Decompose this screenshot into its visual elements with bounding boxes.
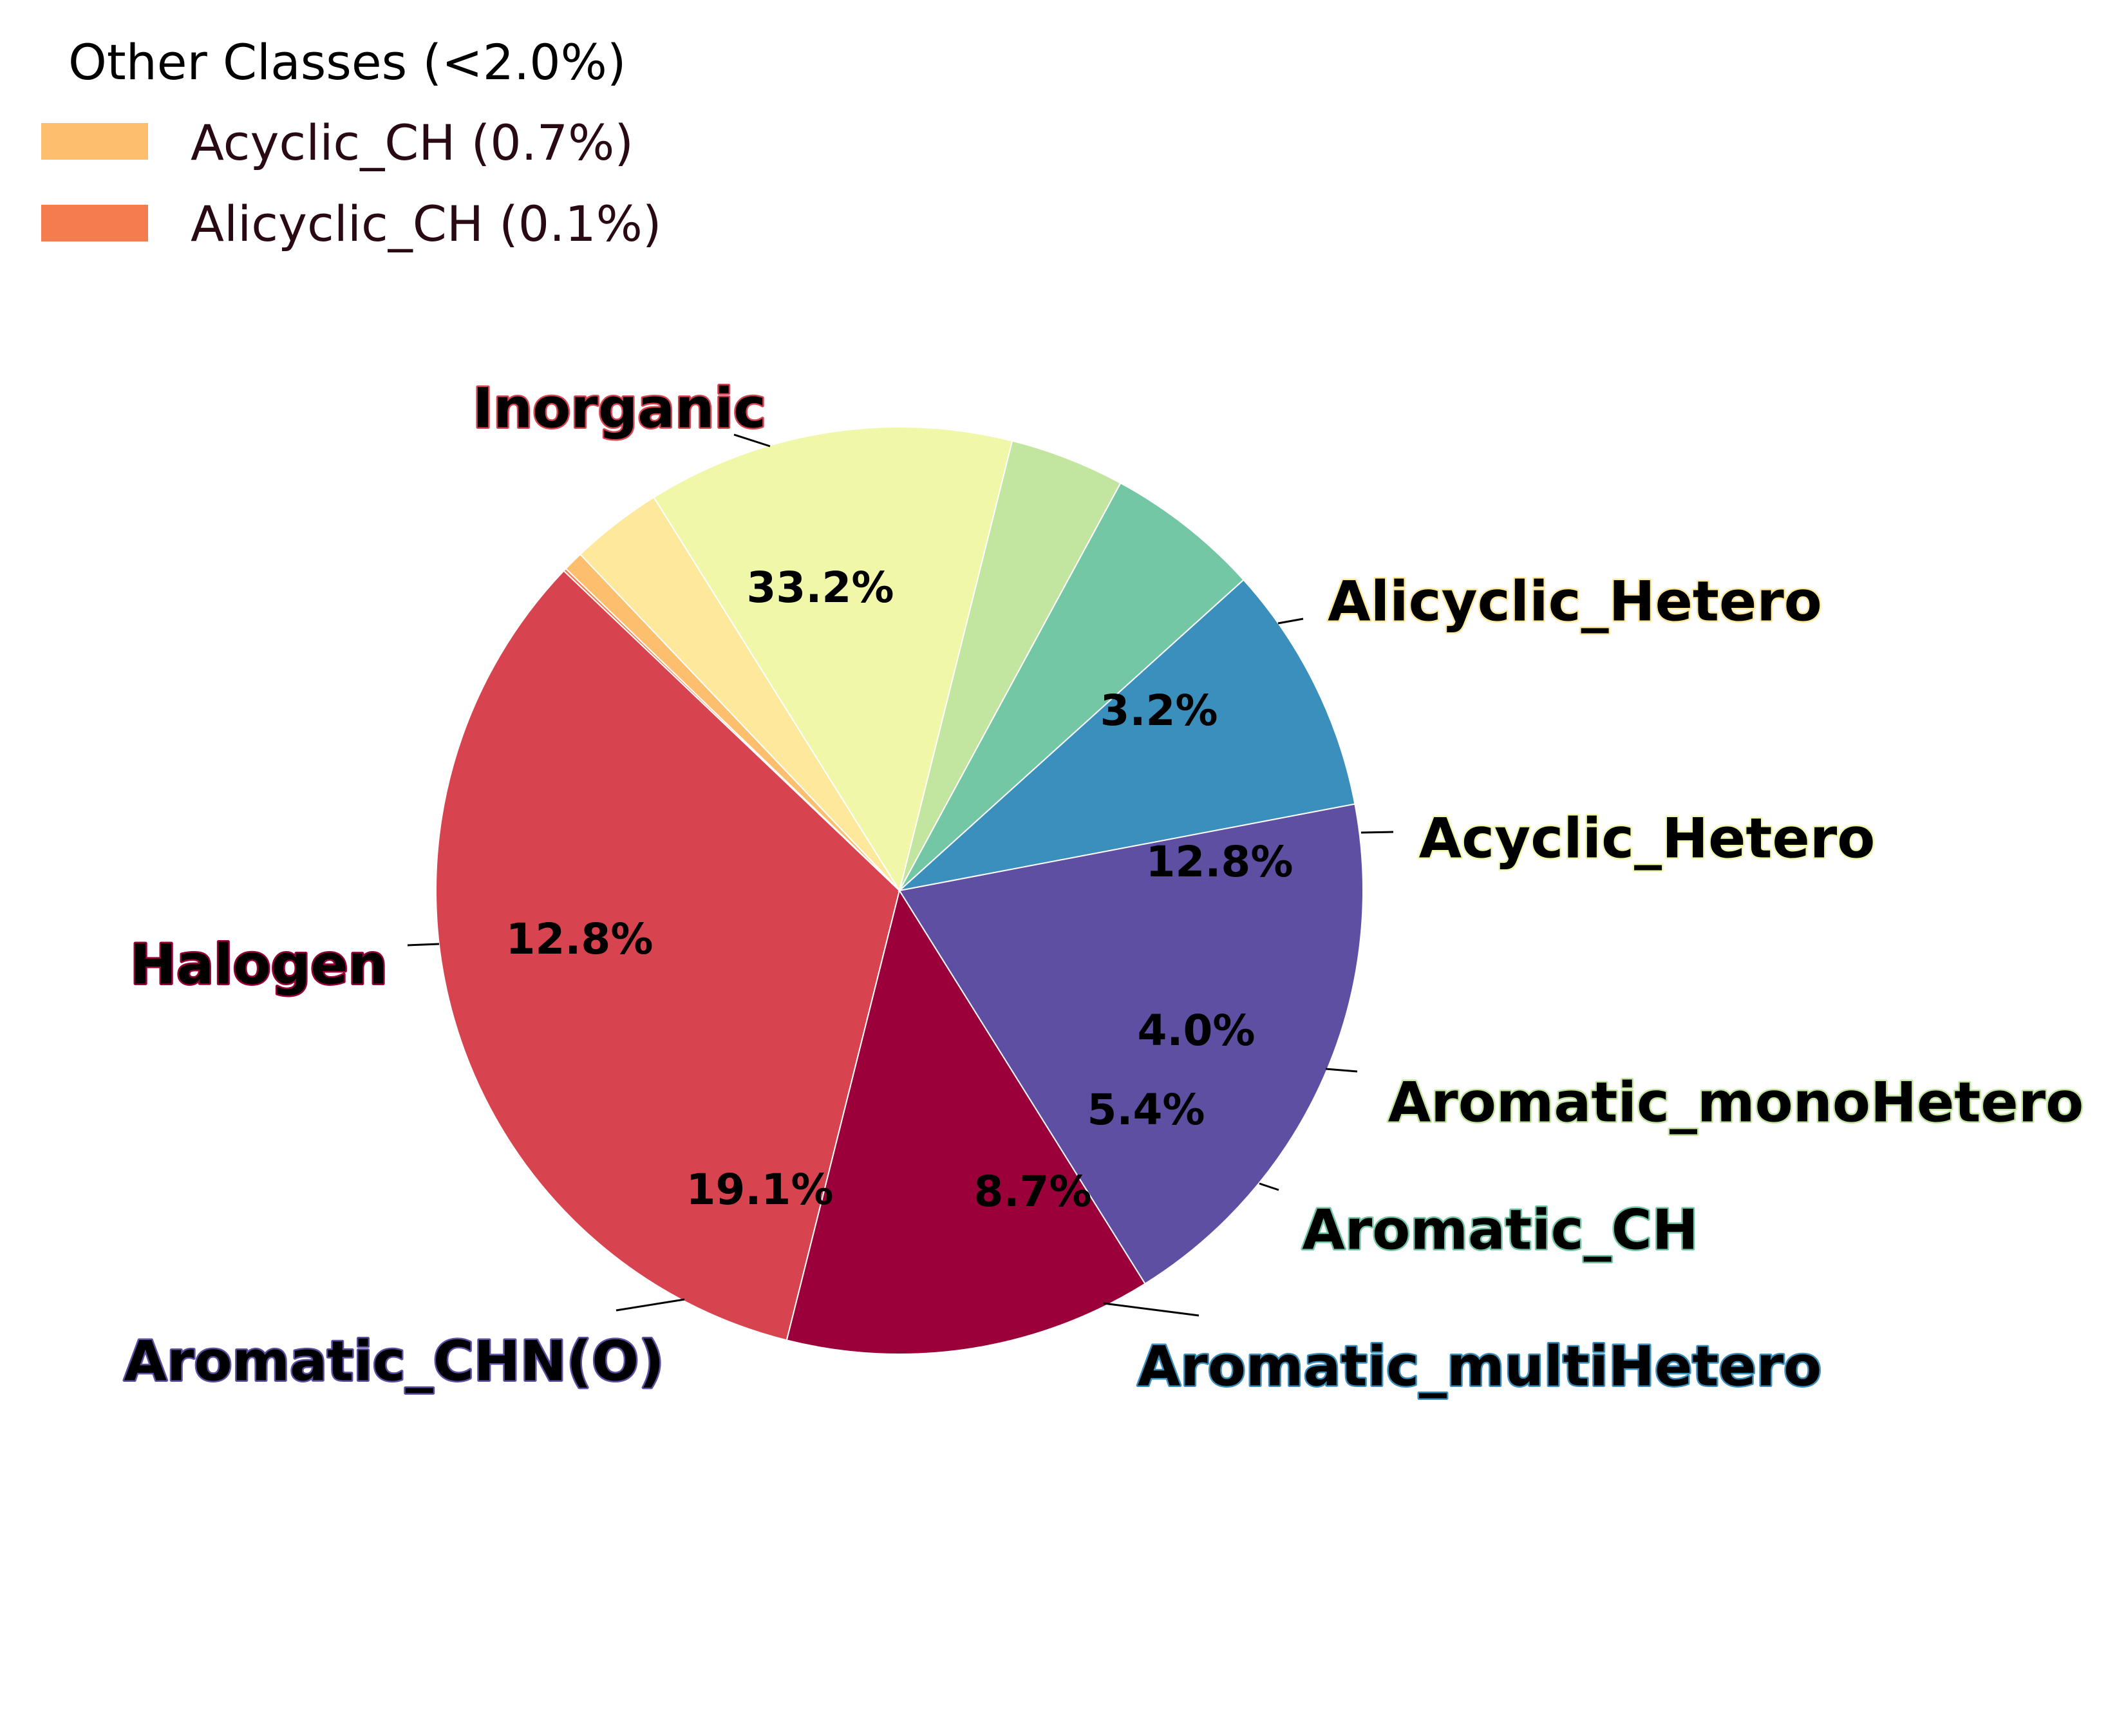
pct-label-acyclic-hetero: 12.8% — [1146, 837, 1293, 887]
slice-labels: Inorganic Halogen Aromatic_CHN(O) Aromatic_… — [122, 375, 2085, 1401]
connector-inorganic — [733, 433, 771, 448]
pie-slice-aromatic-monohetero — [899, 440, 1122, 891]
pie-slices — [435, 426, 1364, 1355]
pct-label-aromatic-monohetero: 4.0% — [1137, 1006, 1255, 1055]
legend-title: Other Classes (<2.0%) — [68, 33, 626, 91]
connector-alicyclic-hetero — [1277, 618, 1304, 625]
percentage-labels: 33.2% 12.8% 19.1% 8.7% 5.4% 4.0% 12.8% 3.2% — [506, 563, 1293, 1216]
slice-label-inorganic: Inorganic — [473, 376, 766, 440]
pct-label-inorganic: 33.2% — [747, 563, 894, 612]
legend-label-acyclic-ch: Acyclic_CH (0.7%) — [191, 114, 634, 171]
legend: Other Classes (<2.0%) Acyclic_CH (0.7%) … — [41, 33, 662, 252]
connector-aromatic-monohetero — [1325, 1068, 1358, 1073]
pct-label-aromatic-multihetero: 8.7% — [974, 1167, 1091, 1216]
legend-label-alicyclic-ch: Alicyclic_CH (0.1%) — [191, 195, 662, 252]
slice-label-acyclic-hetero: Acyclic_Hetero — [1419, 806, 1876, 871]
slice-label-halogen: Halogen — [130, 932, 388, 997]
connector-aromatic-multihetero — [1103, 1302, 1199, 1317]
slice-label-aromatic-monohetero: Aromatic_monoHetero — [1388, 1070, 2084, 1135]
pie-slice-aromatic-multihetero — [897, 579, 1356, 892]
pie-slice-acyclic-hetero — [653, 426, 1013, 892]
legend-swatch-alicyclic-ch — [41, 205, 148, 241]
slice-label-aromatic-multihetero: Aromatic_multiHetero — [1138, 1334, 1821, 1399]
slice-label-aromatic-ch: Aromatic_CH — [1302, 1198, 1698, 1262]
connector-halogen — [407, 943, 440, 947]
slice-label-alicyclic-hetero: Alicyclic_Hetero — [1328, 569, 1822, 634]
legend-swatch-acyclic-ch — [41, 123, 148, 160]
pct-label-aromatic-ch: 5.4% — [1087, 1085, 1205, 1135]
connector-aromatic-chn-o — [616, 1298, 685, 1312]
connector-acyclic-hetero — [1360, 831, 1394, 834]
pct-label-halogen: 12.8% — [506, 914, 654, 964]
label-connectors — [407, 433, 1394, 1317]
connector-aromatic-ch — [1259, 1182, 1279, 1191]
pct-label-alicyclic-hetero: 3.2% — [1100, 686, 1218, 735]
pie-slice-aromatic-chn-o — [898, 803, 1364, 1285]
slice-label-aromatic-chn-o: Aromatic_CHN(O) — [124, 1329, 664, 1393]
pct-label-aromatic-chn-o: 19.1% — [686, 1165, 834, 1214]
pie-slice-inorganic — [435, 570, 901, 1341]
pie-slice-alicyclic-ch — [563, 567, 900, 891]
pie-slice-aromatic-ch — [899, 482, 1245, 891]
